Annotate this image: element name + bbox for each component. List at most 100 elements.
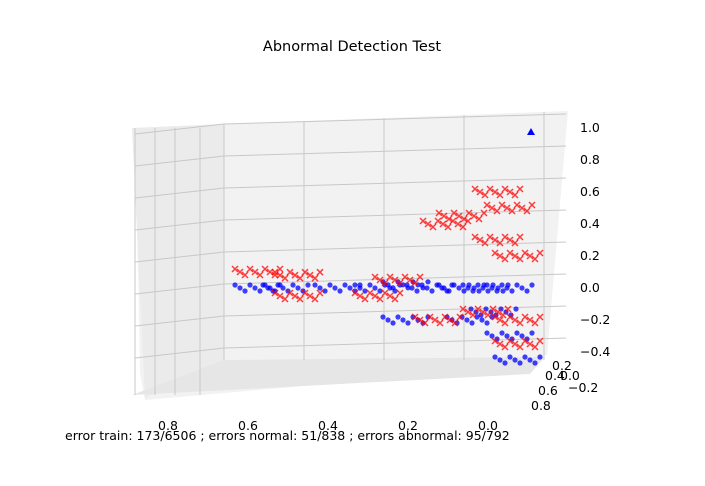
data-point-x [504, 305, 512, 313]
data-point-x [526, 340, 534, 348]
data-point [465, 285, 471, 291]
data-point-x [511, 191, 519, 199]
data-point-x [491, 249, 499, 257]
data-point-x [479, 308, 487, 316]
data-point-x [483, 201, 491, 209]
data-point-x [486, 185, 494, 193]
z-gridline-left [134, 219, 225, 231]
data-point-x [391, 295, 399, 303]
data-point [461, 288, 467, 294]
data-point [280, 285, 286, 291]
y-tick-label: −0.2 [568, 380, 598, 395]
data-point-x [291, 292, 299, 300]
data-point-x [311, 295, 319, 303]
data-point [337, 288, 343, 294]
data-point [489, 333, 495, 339]
data-point-x [241, 271, 249, 279]
data-point-x [536, 337, 544, 345]
data-point-x [454, 220, 462, 228]
data-point-x [431, 316, 439, 324]
data-point-x [531, 255, 539, 263]
data-point-x [489, 305, 497, 313]
data-point-x [391, 276, 399, 284]
data-point [424, 285, 430, 291]
data-point-x [419, 217, 427, 225]
data-point-x [491, 236, 499, 244]
data-point [519, 333, 525, 339]
data-point [451, 282, 457, 288]
data-point-x [306, 271, 314, 279]
data-point-x [311, 274, 319, 282]
data-point [425, 279, 431, 285]
data-point [327, 282, 333, 288]
data-point-x [271, 289, 279, 297]
tick-labels: 1.00.80.60.40.20.0−0.2−0.40.8 0.6 0.4 0.2 0.… [158, 120, 610, 433]
data-point-x [523, 207, 531, 215]
data-point [409, 285, 415, 291]
data-point-x [396, 289, 404, 297]
data-point-x [436, 319, 444, 327]
data-point-x [499, 311, 507, 319]
data-point [492, 354, 498, 360]
highlight-marker [527, 128, 535, 135]
data-point [242, 288, 248, 294]
data-point-x [496, 316, 504, 324]
data-point-x [261, 265, 269, 273]
data-point [332, 285, 338, 291]
data-point-x [508, 207, 516, 215]
data-point-x [470, 212, 478, 220]
data-point-x [528, 201, 536, 209]
data-point-x [476, 236, 484, 244]
data-point [502, 360, 508, 366]
data-point [390, 285, 396, 291]
data-point-x [449, 217, 457, 225]
data-point [400, 317, 406, 323]
data-point [460, 282, 466, 288]
data-point-x [439, 220, 447, 228]
data-point [446, 288, 452, 294]
data-point-x [411, 313, 419, 321]
data-point [317, 285, 323, 291]
data-point [352, 282, 358, 288]
data-point [464, 317, 470, 323]
data-point [290, 282, 296, 288]
data-point-x [498, 201, 506, 209]
data-point [470, 288, 476, 294]
chart-title: Abnormal Detection Test [263, 39, 441, 55]
data-point-x [424, 220, 432, 228]
data-point-x [501, 185, 509, 193]
data-point-x [488, 204, 496, 212]
data-point [537, 354, 543, 360]
data-point-x [531, 319, 539, 327]
data-point [524, 288, 530, 294]
data-point-x [501, 233, 509, 241]
data-point-x [531, 343, 539, 351]
data-point [342, 282, 348, 288]
data-point [390, 320, 396, 326]
data-point-x [460, 215, 468, 223]
data-point [295, 285, 301, 291]
data-point [372, 285, 378, 291]
data-point [480, 285, 486, 291]
data-point-x [456, 313, 464, 321]
z-gridline [223, 241, 567, 253]
data-point-x [231, 265, 239, 273]
data-point-x [446, 316, 454, 324]
data-point-x [521, 337, 529, 345]
z-gridline-left [134, 315, 225, 327]
data-point [479, 317, 485, 323]
data-point-x [356, 292, 364, 300]
data-point-x [506, 337, 514, 345]
data-point-x [501, 319, 509, 327]
data-point-x [459, 305, 467, 313]
data-point-x [516, 255, 524, 263]
data-point-x [471, 233, 479, 241]
z-gridline-left [134, 251, 225, 263]
data-point-x [361, 295, 369, 303]
data-point [499, 282, 505, 288]
z-gridline-left [134, 155, 225, 167]
data-point-x [281, 295, 289, 303]
data-point [415, 282, 421, 288]
data-point-x [276, 292, 284, 300]
x-tick-label: 0.6 [238, 418, 258, 433]
